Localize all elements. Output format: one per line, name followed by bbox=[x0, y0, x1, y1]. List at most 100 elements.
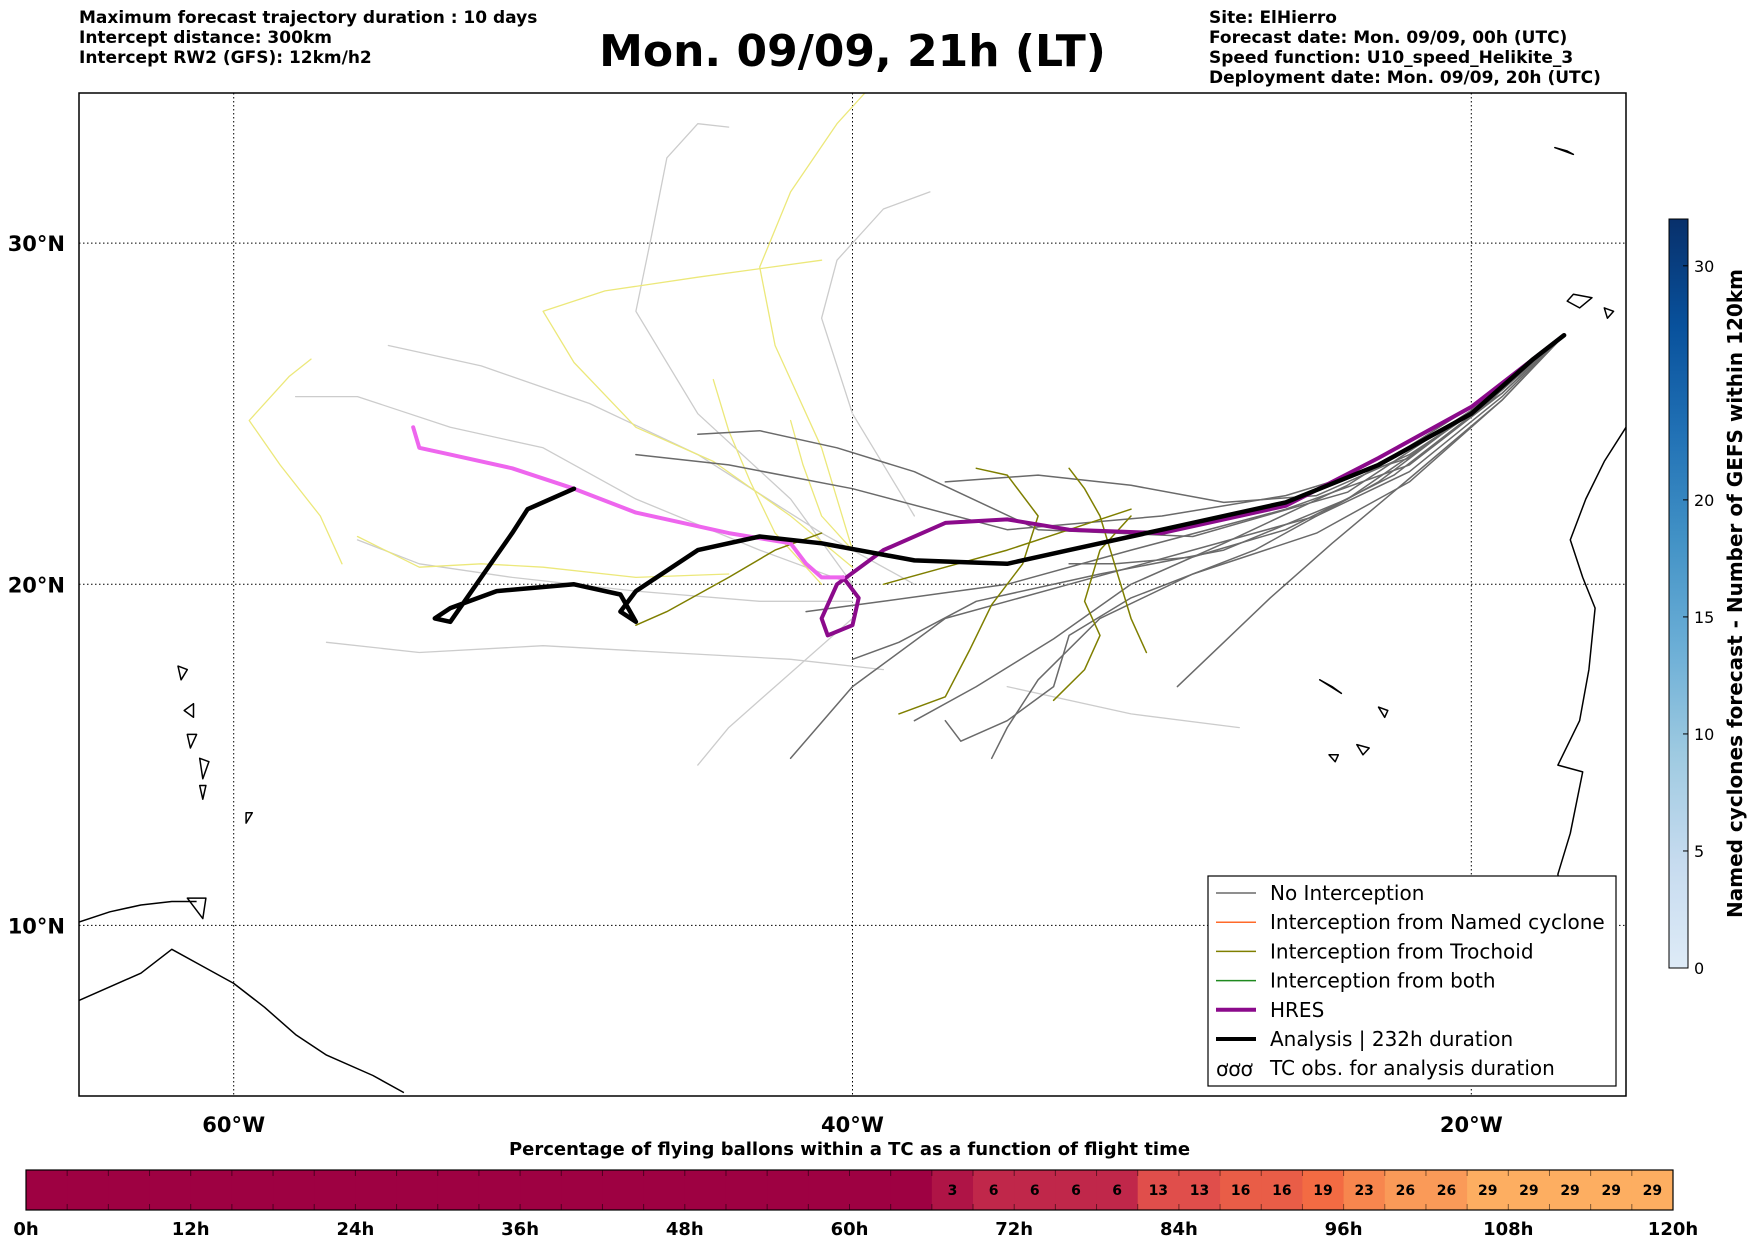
trajectory-analysis bbox=[432, 332, 1567, 625]
percentage-cell-label: 6 bbox=[1030, 1183, 1040, 1199]
trajectory-gefs_yellow bbox=[759, 93, 866, 551]
coastlines bbox=[79, 146, 1660, 1094]
header-left: Maximum forecast trajectory duration : 1… bbox=[79, 8, 537, 68]
percentage-cell bbox=[190, 1170, 233, 1210]
intercept-rw2-text: Intercept RW2 (GFS): 12km/h2 bbox=[79, 48, 372, 68]
coastline bbox=[186, 733, 198, 749]
percentage-cell bbox=[520, 1170, 562, 1210]
y-tick-label: 10°N bbox=[8, 914, 65, 938]
trajectory-gefs_light bbox=[1006, 685, 1240, 729]
percentage-cell bbox=[67, 1170, 109, 1210]
coastline bbox=[198, 757, 210, 780]
percentage-cell bbox=[396, 1170, 439, 1210]
percentage-cell bbox=[1055, 1170, 1098, 1210]
percentage-cell bbox=[108, 1170, 151, 1210]
percentage-cell bbox=[1467, 1170, 1509, 1210]
percentage-cell-label: 13 bbox=[1190, 1183, 1209, 1199]
percentage-cell bbox=[1014, 1170, 1056, 1210]
percentage-cell bbox=[890, 1170, 933, 1210]
trajectory-hres bbox=[819, 333, 1567, 638]
trajectory-trochoid bbox=[898, 467, 1039, 715]
percentage-cell-label: 6 bbox=[1071, 1183, 1081, 1199]
legend-label: No Interception bbox=[1270, 881, 1424, 905]
percentage-cell-label: 29 bbox=[1601, 1183, 1620, 1199]
coastline bbox=[177, 665, 189, 681]
trajectory-no_interception bbox=[789, 334, 1565, 760]
max-duration-text: Maximum forecast trajectory duration : 1… bbox=[79, 8, 538, 28]
coastline bbox=[1651, 294, 1660, 308]
percentage-cell bbox=[767, 1170, 809, 1210]
trajectory-no_interception bbox=[1176, 334, 1565, 688]
trajectory-gefs_light bbox=[697, 617, 854, 766]
trajectories bbox=[248, 93, 1567, 766]
deployment-date-text: Deployment date: Mon. 09/09, 20h (UTC) bbox=[1209, 68, 1601, 88]
legend: No Interception Interception from Named c… bbox=[1207, 875, 1617, 1087]
percentage-cell bbox=[1590, 1170, 1633, 1210]
legend-label: Interception from both bbox=[1270, 969, 1496, 993]
trajectory-gefs_yellow bbox=[248, 358, 343, 565]
colorbar-gradient bbox=[1668, 218, 1689, 969]
percentage-bar-tick-label: 120h bbox=[1648, 1219, 1698, 1240]
percentage-cell bbox=[231, 1170, 274, 1210]
percentage-cell bbox=[643, 1170, 686, 1210]
colorbar-tick-label: 10 bbox=[1694, 725, 1714, 744]
speed-function-text: Speed function: U10_speed_Helikite_3 bbox=[1209, 48, 1574, 68]
percentage-cell-label: 29 bbox=[1560, 1183, 1579, 1199]
x-tick-label: 60°W bbox=[202, 1113, 265, 1137]
legend-box bbox=[1207, 875, 1617, 1087]
percentage-cell bbox=[931, 1170, 974, 1210]
coastline bbox=[183, 702, 195, 719]
percentage-bar-tick-label: 0h bbox=[13, 1219, 38, 1240]
percentage-cell bbox=[149, 1170, 192, 1210]
percentage-cell-label: 29 bbox=[1519, 1183, 1538, 1199]
legend-label: Interception from Named cyclone bbox=[1270, 910, 1605, 934]
percentage-cell bbox=[973, 1170, 1015, 1210]
coastline bbox=[1557, 426, 1626, 926]
x-tick-label: 20°W bbox=[1440, 1113, 1503, 1137]
percentage-cell bbox=[273, 1170, 315, 1210]
map-frame bbox=[78, 92, 1627, 1097]
percentage-cell bbox=[1096, 1170, 1139, 1210]
colorbar-tick-label: 30 bbox=[1694, 257, 1714, 276]
coastline bbox=[79, 948, 405, 1094]
trajectory-gefs_yellow bbox=[789, 419, 854, 551]
trajectory-gefs_light bbox=[820, 191, 931, 517]
percentage-cell-label: 29 bbox=[1478, 1183, 1497, 1199]
percentage-cell-label: 6 bbox=[1112, 1183, 1122, 1199]
percentage-cell-label: 26 bbox=[1437, 1183, 1456, 1199]
percentage-bar-tick-label: 84h bbox=[1160, 1219, 1198, 1240]
colorbar-tick-label: 5 bbox=[1694, 842, 1704, 861]
percentage-cell bbox=[602, 1170, 645, 1210]
percentage-cell bbox=[1302, 1170, 1345, 1210]
legend-marker-loops: ơơơ bbox=[1216, 1057, 1253, 1081]
percentage-cell bbox=[1384, 1170, 1427, 1210]
percentage-cell bbox=[1261, 1170, 1303, 1210]
forecast-date-text: Forecast date: Mon. 09/09, 00h (UTC) bbox=[1209, 28, 1568, 48]
y-tick-label: 20°N bbox=[8, 573, 65, 597]
coastline bbox=[1328, 754, 1340, 763]
percentage-cell bbox=[1425, 1170, 1468, 1210]
coastline bbox=[79, 900, 197, 923]
x-tick-label: 40°W bbox=[821, 1113, 884, 1137]
trajectory-no_interception bbox=[805, 334, 1565, 613]
colorbar-tick-label: 20 bbox=[1694, 491, 1714, 510]
percentage-cell-label: 13 bbox=[1149, 1183, 1168, 1199]
coastline bbox=[1603, 307, 1615, 319]
percentage-cell-label: 19 bbox=[1313, 1183, 1332, 1199]
map-axis-ticks: 60°W 40°W 20°W 30°N 20°N 10°N bbox=[8, 232, 1503, 1137]
percentage-bar-tick-label: 24h bbox=[336, 1219, 374, 1240]
colorbar-tick-label: 15 bbox=[1694, 608, 1714, 627]
percentage-cell bbox=[684, 1170, 727, 1210]
percentage-cell bbox=[1220, 1170, 1262, 1210]
percentage-cell bbox=[478, 1170, 521, 1210]
coastline bbox=[198, 784, 207, 800]
legend-label: Analysis | 232h duration bbox=[1270, 1027, 1513, 1051]
percentage-bar: Percentage of flying ballons within a TC… bbox=[13, 1139, 1698, 1240]
colorbar: 0 5 10 15 20 30 Named cyclones forecast - Numb… bbox=[1668, 218, 1747, 978]
percentage-bar-tick-label: 48h bbox=[666, 1219, 704, 1240]
percentage-bar-tick-label: 96h bbox=[1325, 1219, 1363, 1240]
percentage-cell-label: 6 bbox=[989, 1183, 999, 1199]
y-tick-label: 30°N bbox=[8, 232, 65, 256]
percentage-cell-label: 3 bbox=[948, 1183, 958, 1199]
